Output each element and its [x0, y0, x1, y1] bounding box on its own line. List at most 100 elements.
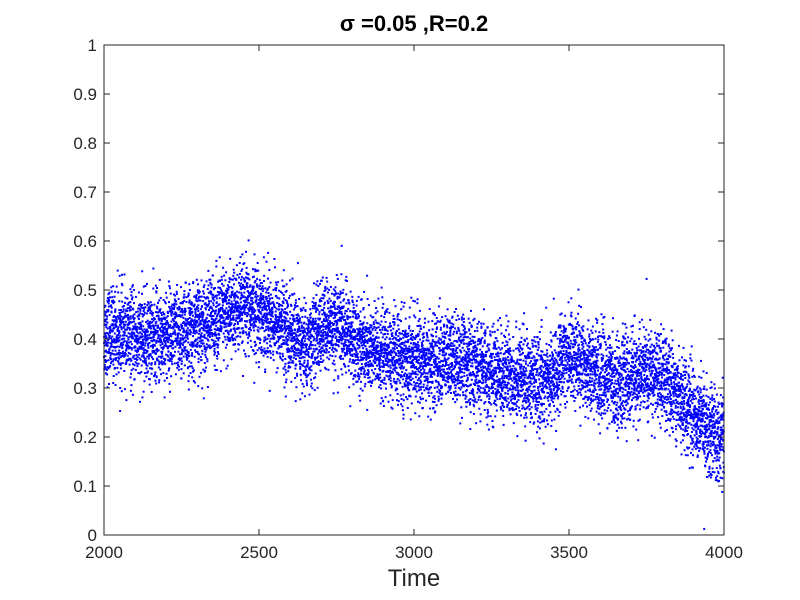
data-point	[322, 318, 325, 321]
data-point	[116, 366, 119, 369]
data-point	[296, 347, 299, 350]
data-point	[268, 340, 271, 343]
data-point	[351, 330, 354, 333]
data-point	[355, 299, 358, 302]
data-point	[324, 327, 327, 330]
data-point	[347, 307, 350, 310]
data-point	[405, 336, 408, 338]
data-point	[390, 325, 393, 328]
data-point	[297, 348, 300, 351]
data-point	[267, 287, 270, 290]
data-point	[289, 330, 292, 333]
data-point	[389, 372, 392, 375]
data-point	[367, 352, 370, 355]
data-point	[240, 319, 243, 322]
data-point	[209, 326, 212, 329]
data-point	[265, 316, 268, 319]
data-point	[393, 348, 396, 351]
data-point	[290, 337, 293, 340]
data-point	[129, 335, 131, 338]
data-point	[118, 274, 121, 277]
data-point	[214, 287, 216, 289]
data-point	[431, 340, 434, 343]
data-point	[344, 279, 347, 282]
data-point	[196, 345, 199, 348]
data-point	[230, 312, 233, 315]
data-point	[358, 340, 361, 343]
data-point	[429, 407, 432, 410]
data-point	[320, 300, 323, 302]
data-point	[302, 356, 304, 359]
data-point	[313, 361, 316, 364]
data-point	[187, 307, 190, 310]
data-point	[150, 362, 153, 365]
data-point	[144, 344, 147, 347]
data-point	[122, 334, 124, 337]
data-point	[121, 305, 124, 308]
data-point	[278, 346, 281, 349]
data-point	[156, 359, 159, 362]
data-point	[369, 330, 372, 333]
data-point	[211, 274, 214, 277]
data-point	[418, 386, 421, 389]
data-point	[369, 352, 372, 355]
data-point	[217, 286, 220, 289]
data-point	[388, 325, 391, 328]
data-point	[401, 362, 404, 364]
data-point	[149, 301, 152, 304]
data-point	[371, 328, 374, 331]
data-point	[181, 301, 184, 303]
data-point	[389, 329, 392, 332]
data-point	[366, 408, 369, 411]
data-point	[245, 326, 248, 329]
data-point	[338, 311, 341, 314]
data-point	[391, 342, 394, 345]
data-point	[369, 332, 372, 335]
data-point	[310, 378, 312, 381]
data-point	[189, 365, 191, 368]
data-point	[126, 354, 129, 357]
data-point	[186, 322, 189, 325]
data-point	[444, 315, 447, 318]
data-point	[371, 348, 374, 351]
data-point	[141, 292, 143, 295]
data-point	[140, 332, 143, 335]
data-point	[254, 325, 257, 328]
data-point	[192, 327, 195, 330]
data-point	[393, 377, 396, 380]
data-point	[389, 374, 392, 377]
data-point	[155, 320, 158, 323]
data-point	[332, 317, 335, 320]
data-point	[296, 328, 299, 331]
data-point	[240, 282, 243, 285]
data-point	[169, 287, 171, 290]
data-point	[214, 309, 217, 312]
data-point	[125, 308, 128, 311]
data-point	[422, 336, 425, 338]
data-point	[409, 357, 412, 360]
data-point	[440, 403, 443, 406]
data-point	[351, 310, 354, 313]
data-point	[384, 320, 387, 323]
data-point	[326, 291, 329, 294]
data-point	[266, 289, 269, 291]
data-point	[236, 290, 239, 293]
data-point	[410, 296, 413, 299]
data-point	[202, 368, 205, 371]
data-point	[343, 330, 346, 333]
data-point	[124, 353, 127, 355]
data-point	[340, 339, 343, 342]
data-point	[176, 366, 179, 369]
data-point	[261, 290, 264, 293]
data-point	[413, 384, 416, 387]
data-point	[193, 305, 196, 308]
data-point	[164, 358, 167, 361]
data-point	[176, 314, 179, 317]
data-point	[150, 391, 153, 393]
data-point	[268, 311, 271, 314]
data-point	[379, 402, 382, 405]
data-point	[261, 349, 264, 351]
data-point	[158, 299, 161, 302]
data-point	[287, 304, 290, 307]
data-point	[150, 339, 153, 342]
